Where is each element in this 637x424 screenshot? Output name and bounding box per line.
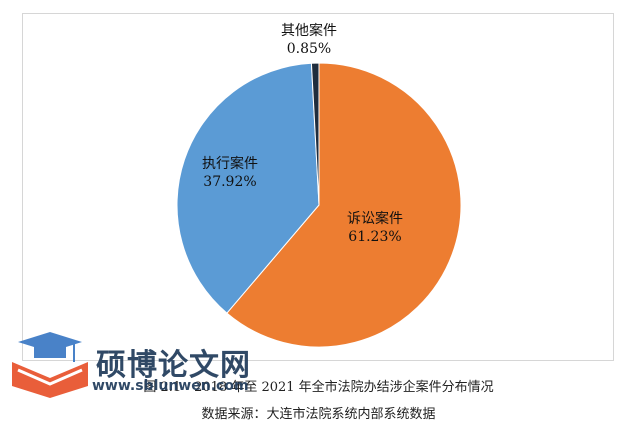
figure-caption: 图 2.1 2018 年至 2021 年全市法院办结涉企案件分布情况 <box>143 380 494 395</box>
data-source: 数据来源：大连市法院系统内部系统数据 <box>201 407 436 422</box>
watermark-logo: 硕博论文网 www.sblunwen.com <box>8 328 258 398</box>
label-other-value: 0.85% <box>286 41 332 57</box>
label-other: 其他案件 0.85% <box>281 22 337 58</box>
label-execution: 执行案件 37.92% <box>202 155 258 191</box>
watermark-url: www.sblunwen.com <box>92 378 249 394</box>
slice-other <box>310 62 320 206</box>
label-execution-name: 执行案件 <box>202 156 258 172</box>
label-litigation: 诉讼案件 61.23% <box>347 210 403 246</box>
label-litigation-value: 61.23% <box>348 229 402 245</box>
label-other-name: 其他案件 <box>281 23 337 39</box>
label-litigation-name: 诉讼案件 <box>347 211 403 227</box>
slice-execution <box>176 62 320 314</box>
graduation-cap-book-icon <box>12 332 88 398</box>
chart-area: 其他案件 0.85% 执行案件 37.92% 诉讼案件 61.23% <box>22 13 614 361</box>
label-execution-value: 37.92% <box>203 174 257 190</box>
slice-litigation <box>226 62 462 348</box>
watermark-text: 硕博论文网 <box>96 348 251 383</box>
pie-chart <box>176 62 462 348</box>
